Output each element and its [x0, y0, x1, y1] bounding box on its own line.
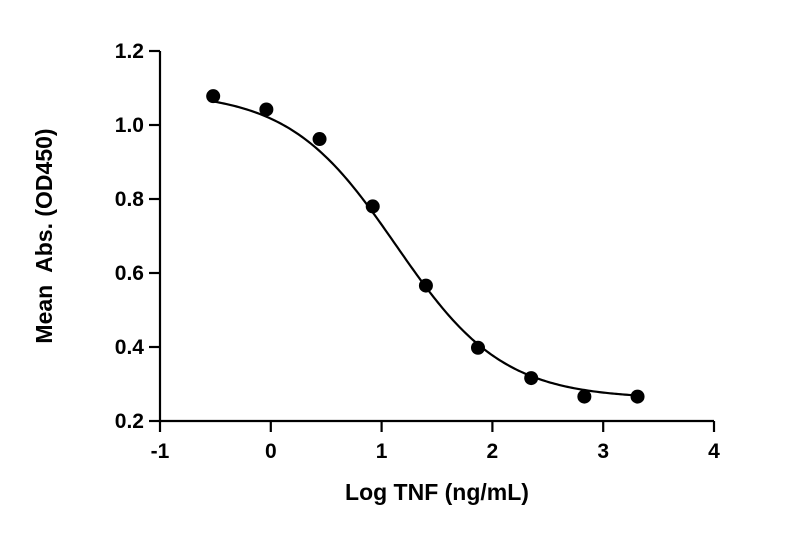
x-tick-label: 1 [376, 440, 388, 463]
data-point [418, 278, 433, 293]
y-axis-ticks: 0.2 0.4 0.6 0.8 1.0 1.2 [115, 40, 160, 433]
data-point [312, 132, 327, 147]
y-tick-label: 0.4 [115, 336, 145, 359]
y-tick-label: 0.8 [115, 188, 145, 211]
x-tick-label: 3 [597, 440, 609, 463]
x-tick-label: 4 [708, 440, 720, 463]
fitted-curve [212, 100, 638, 397]
data-point [470, 340, 485, 355]
x-tick-label: 0 [265, 440, 277, 463]
y-tick-label: 1.0 [115, 114, 144, 137]
x-axis-ticks: -1 0 1 2 3 4 [151, 421, 720, 463]
x-tick-label: 2 [487, 440, 499, 463]
y-tick-label: 0.2 [115, 410, 144, 433]
data-point [524, 371, 539, 386]
x-tick-label: -1 [151, 440, 170, 463]
y-tick-label: 0.6 [115, 262, 144, 285]
data-point [259, 102, 274, 117]
x-axis-title: Log TNF (ng/mL) [345, 479, 529, 505]
axes [158, 51, 714, 423]
data-points [206, 89, 645, 404]
y-tick-label: 1.2 [115, 40, 144, 63]
data-point [365, 199, 380, 214]
data-point [577, 389, 592, 404]
data-point [630, 389, 645, 404]
data-point [206, 89, 221, 104]
y-axis-title: Mean Abs. (OD450) [31, 128, 57, 343]
